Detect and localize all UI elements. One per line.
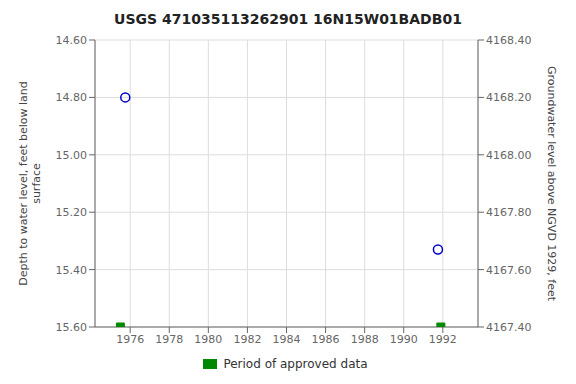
svg-text:1986: 1986: [312, 333, 340, 346]
svg-text:15.20: 15.20: [56, 206, 88, 219]
svg-text:1976: 1976: [116, 333, 144, 346]
svg-text:1992: 1992: [429, 333, 457, 346]
svg-text:15.40: 15.40: [56, 264, 88, 277]
svg-text:4168.00: 4168.00: [486, 149, 532, 162]
svg-text:4167.60: 4167.60: [486, 264, 532, 277]
html-text:Period of approved data: Period of approved data: [223, 357, 368, 371]
svg-text:Depth to water level, feet bel: Depth to water level, feet below landsur…: [17, 81, 43, 286]
svg-text:1984: 1984: [273, 333, 301, 346]
svg-text:1990: 1990: [390, 333, 418, 346]
svg-text:1980: 1980: [194, 333, 222, 346]
svg-text:4168.20: 4168.20: [486, 91, 532, 104]
svg-text:1978: 1978: [155, 333, 183, 346]
svg-text:Groundwater level above NGVD 1: Groundwater level above NGVD 1929, feet: [545, 66, 558, 302]
html-text:USGS 471035113262901 16N15W01B: USGS 471035113262901 16N15W01BADB01: [114, 11, 462, 27]
svg-text:4167.40: 4167.40: [486, 321, 532, 334]
svg-text:14.80: 14.80: [56, 91, 88, 104]
svg-text:1982: 1982: [233, 333, 261, 346]
svg-text:1988: 1988: [351, 333, 379, 346]
svg-text:14.60: 14.60: [56, 34, 88, 47]
svg-text:4168.40: 4168.40: [486, 34, 532, 47]
svg-text:4167.80: 4167.80: [486, 206, 532, 219]
svg-text:15.00: 15.00: [56, 149, 88, 162]
svg-text:15.60: 15.60: [56, 321, 88, 334]
